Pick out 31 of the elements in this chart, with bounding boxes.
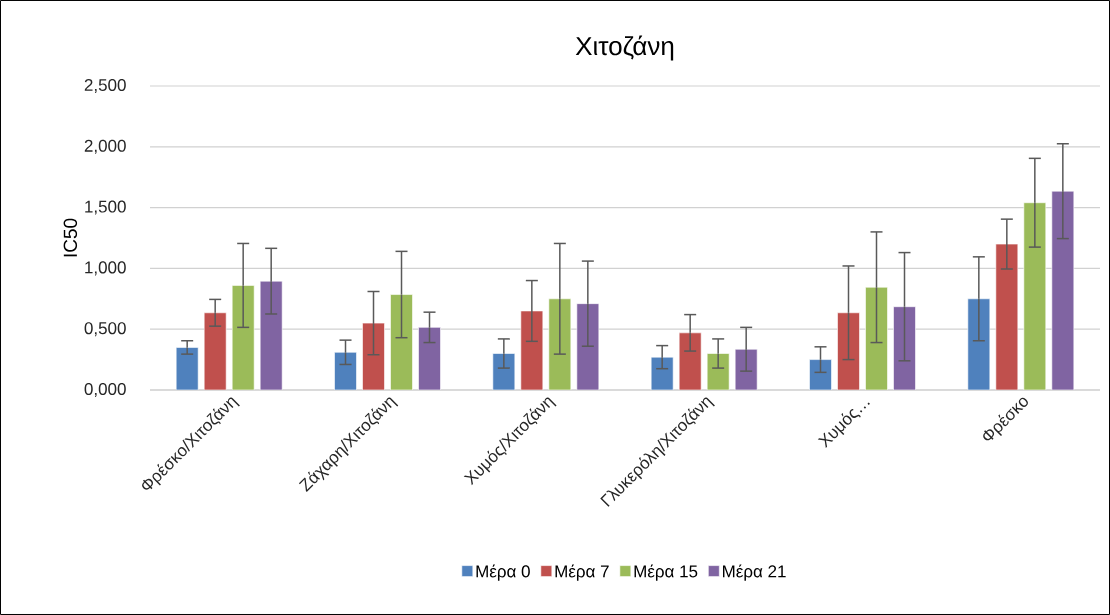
bar	[809, 359, 832, 390]
bar	[259, 280, 283, 390]
bar	[362, 322, 385, 390]
legend-label: Μέρα 0	[476, 564, 530, 581]
bar	[706, 353, 730, 390]
bar	[175, 347, 199, 390]
bar	[231, 285, 255, 390]
bar	[967, 298, 991, 390]
y-tick-label: 0,000	[84, 382, 126, 398]
bar	[576, 303, 600, 390]
bar	[995, 243, 1019, 390]
legend-label: Μέρα 7	[555, 564, 609, 581]
y-tick-label: 2,000	[84, 139, 126, 154]
legend-label: Μέρα 15	[634, 564, 698, 581]
y-axis-title: IC50	[63, 218, 78, 257]
bar	[390, 294, 413, 390]
bar	[1051, 190, 1075, 390]
bar	[650, 356, 674, 390]
bar	[492, 353, 516, 390]
y-tick-label: 1,500	[85, 200, 126, 215]
y-tick-label: 1,000	[85, 261, 126, 276]
bar	[520, 310, 544, 390]
legend-label: Μέρα 21	[723, 564, 786, 581]
y-tick-label: 0,500	[84, 322, 126, 337]
bar	[203, 312, 227, 390]
chart-title: Χιτοζάνη	[575, 35, 674, 61]
bar	[418, 327, 441, 390]
y-tick-label: 2,500	[84, 78, 126, 94]
bar	[334, 351, 357, 390]
bar	[678, 332, 702, 390]
bar	[1023, 202, 1047, 390]
